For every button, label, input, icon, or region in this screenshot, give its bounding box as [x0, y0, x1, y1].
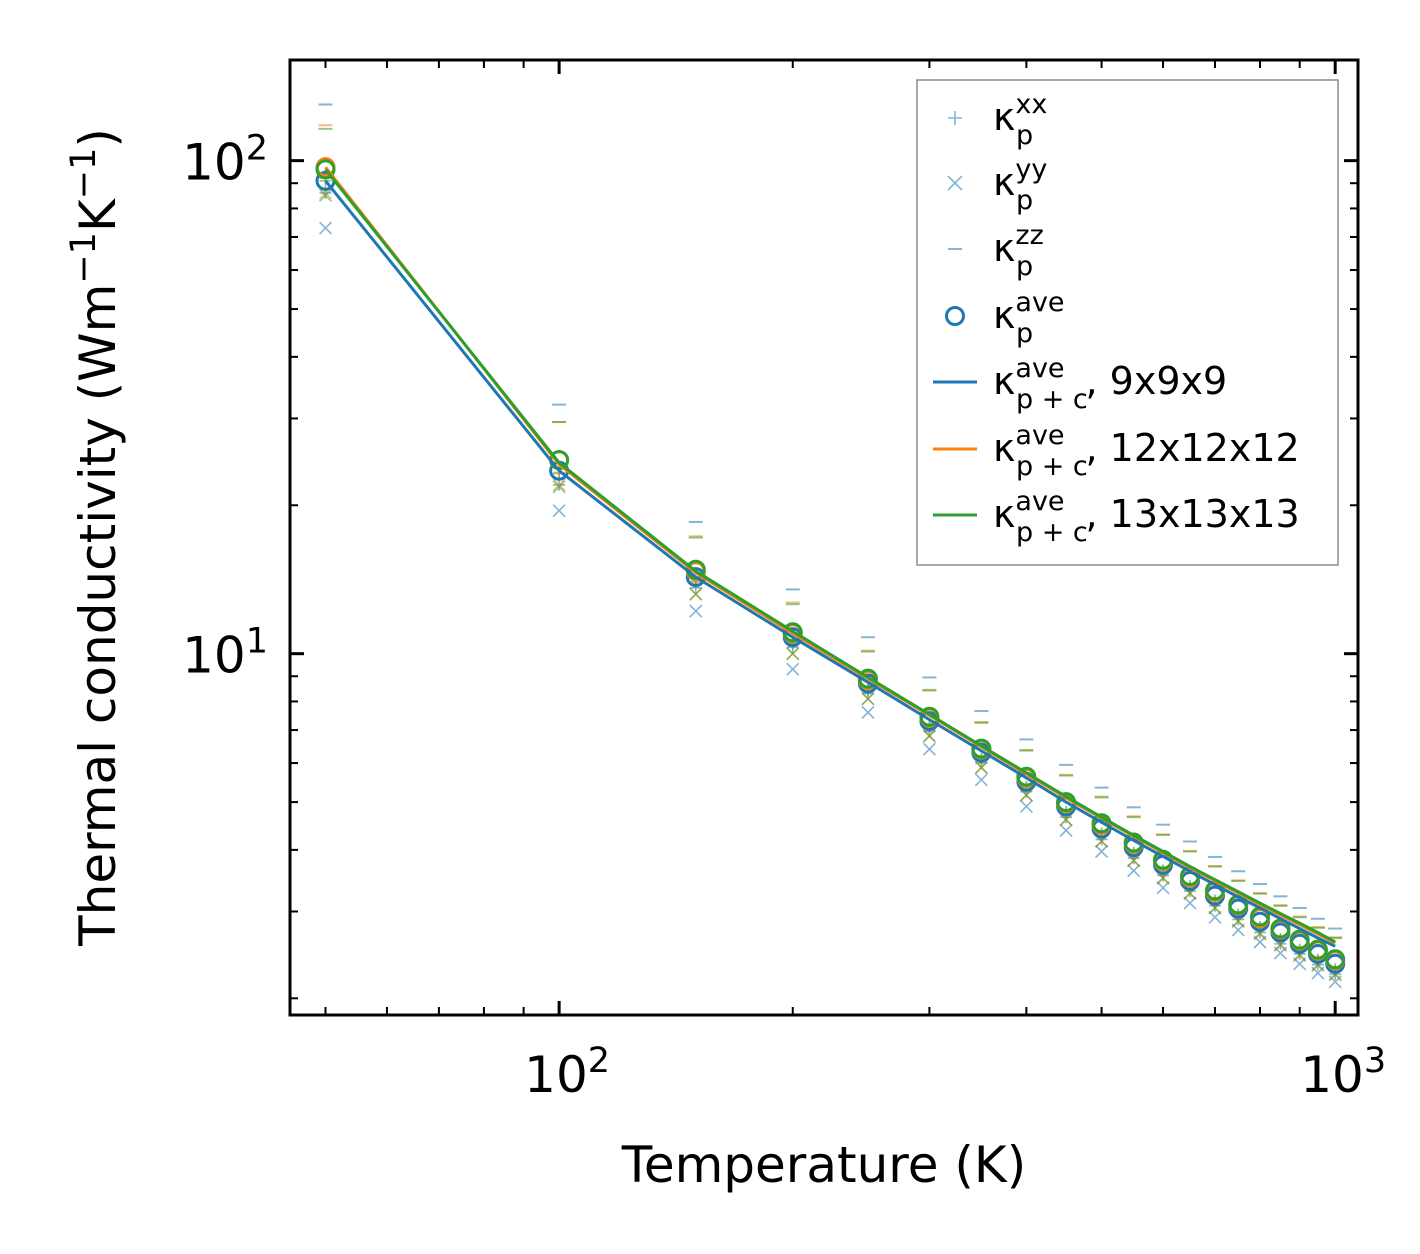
legend-subscript: p — [1016, 120, 1033, 151]
line-9x9x9 — [324, 179, 1336, 948]
plot-frame — [288, 58, 1360, 1017]
x-tick-label: 103 — [1300, 1041, 1386, 1104]
legend-label: κxx p — [993, 89, 1047, 151]
x-tick-label: 102 — [524, 1041, 610, 1104]
y-axis-label-mid: K — [69, 198, 127, 232]
legend-subscript: p + c — [1016, 517, 1088, 548]
legend-frame — [916, 79, 1339, 566]
yy-point-13x13x13 — [974, 760, 988, 774]
yy-point-9x9x9 — [1059, 823, 1073, 838]
ave-point-13x13x13 — [1325, 949, 1346, 970]
y-tick-label-base: 10 — [182, 134, 246, 192]
yy-point-13x13x13 — [861, 692, 875, 706]
legend-suffix: , 13x13x13 — [1086, 492, 1300, 536]
legend-label: κave p — [993, 287, 1065, 349]
x-tick-label-base: 10 — [1300, 1046, 1364, 1104]
y-tick-label: 102 — [182, 129, 268, 192]
legend-superscript: ave — [1015, 287, 1064, 318]
legend-superscript: ave — [1015, 420, 1064, 451]
y-tick-label-exponent: 1 — [246, 622, 268, 662]
yy-point-13x13x13 — [552, 480, 566, 494]
legend-superscript: zz — [1015, 220, 1043, 251]
line-13x13x13 — [324, 168, 1336, 944]
yy-point-13x13x13 — [786, 647, 800, 661]
y-axis-label-main: Thermal conductivity (Wm — [69, 284, 127, 947]
yy-point-9x9x9 — [786, 662, 800, 676]
yy-point-9x9x9 — [974, 773, 988, 787]
legend-cross-marker — [947, 175, 963, 191]
yy-point-9x9x9 — [1095, 844, 1109, 859]
yy-point-13x13x13 — [689, 587, 703, 601]
legend-subscript: p — [1016, 251, 1033, 282]
y-axis-label: Thermal conductivity (Wm−1K−1) — [64, 128, 127, 947]
legend-label: κave p + c, 9x9x9 — [993, 353, 1227, 415]
yy-point-9x9x9 — [861, 705, 875, 720]
ave-point-13x13x13 — [971, 738, 992, 759]
legend-symbol: κ — [993, 359, 1015, 403]
y-axis-label-end: ) — [69, 128, 127, 148]
yy-point-9x9x9 — [922, 742, 936, 756]
legend-suffix: , 12x12x12 — [1086, 426, 1300, 470]
legend-symbol: κ — [993, 95, 1015, 139]
legend-plus-marker — [948, 111, 962, 125]
legend-label: κave p + c, 12x12x12 — [993, 420, 1300, 482]
y-axis-label-sup2: −1 — [64, 148, 104, 200]
ave-point-13x13x13 — [1307, 939, 1328, 960]
legend-label: κave p + c, 13x13x13 — [993, 486, 1300, 548]
x-tick-label-exponent: 3 — [1364, 1041, 1386, 1081]
legend-subscript: p + c — [1016, 451, 1088, 482]
data-markers — [315, 103, 1346, 989]
yy-point-13x13x13 — [922, 729, 936, 743]
yy-point-9x9x9 — [318, 221, 333, 235]
x-tick-label-base: 10 — [524, 1046, 588, 1104]
yy-point-9x9x9 — [1127, 864, 1141, 878]
yy-point-13x13x13 — [318, 188, 333, 203]
legend-superscript: ave — [1015, 486, 1064, 517]
yy-point-9x9x9 — [552, 504, 566, 518]
legend-subscript: p — [1016, 318, 1033, 349]
legend-subscript: p + c — [1016, 384, 1088, 415]
yy-point-9x9x9 — [1183, 896, 1197, 910]
legend-superscript: ave — [1015, 353, 1064, 384]
y-tick-label-exponent: 2 — [246, 129, 268, 169]
yy-point-9x9x9 — [1019, 799, 1033, 813]
ave-point-13x13x13 — [919, 706, 940, 727]
yy-point-9x9x9 — [689, 604, 703, 618]
y-tick-label: 101 — [182, 622, 268, 685]
legend-symbol: κ — [993, 293, 1015, 337]
legend-circle-marker — [945, 306, 965, 326]
y-tick-label-base: 10 — [182, 627, 246, 685]
y-axis-label-sup1: −1 — [64, 232, 104, 284]
yy-point-13x13x13 — [1019, 788, 1033, 802]
legend-symbol: κ — [993, 160, 1015, 204]
legend-suffix: , 9x9x9 — [1086, 359, 1228, 403]
legend-superscript: xx — [1015, 89, 1047, 120]
legend-symbol: κ — [993, 426, 1015, 470]
x-tick-label-exponent: 2 — [588, 1041, 610, 1081]
legend-subscript: p — [1016, 185, 1033, 216]
ave-point-13x13x13 — [1289, 929, 1310, 950]
series-lines — [324, 166, 1336, 948]
ave-point-13x13x13 — [315, 159, 336, 180]
yy-point-9x9x9 — [1208, 910, 1222, 924]
x-axis-label: Temperature (K) — [621, 1136, 1026, 1194]
yy-point-12x12x12 — [552, 478, 566, 492]
legend-symbol: κ — [993, 226, 1015, 270]
legend-label: κyy p — [993, 154, 1047, 216]
yy-point-9x9x9 — [1156, 881, 1170, 895]
legend-symbol: κ — [993, 492, 1015, 536]
legend-label: κzz p — [993, 220, 1044, 282]
legend-superscript: yy — [1015, 154, 1047, 185]
